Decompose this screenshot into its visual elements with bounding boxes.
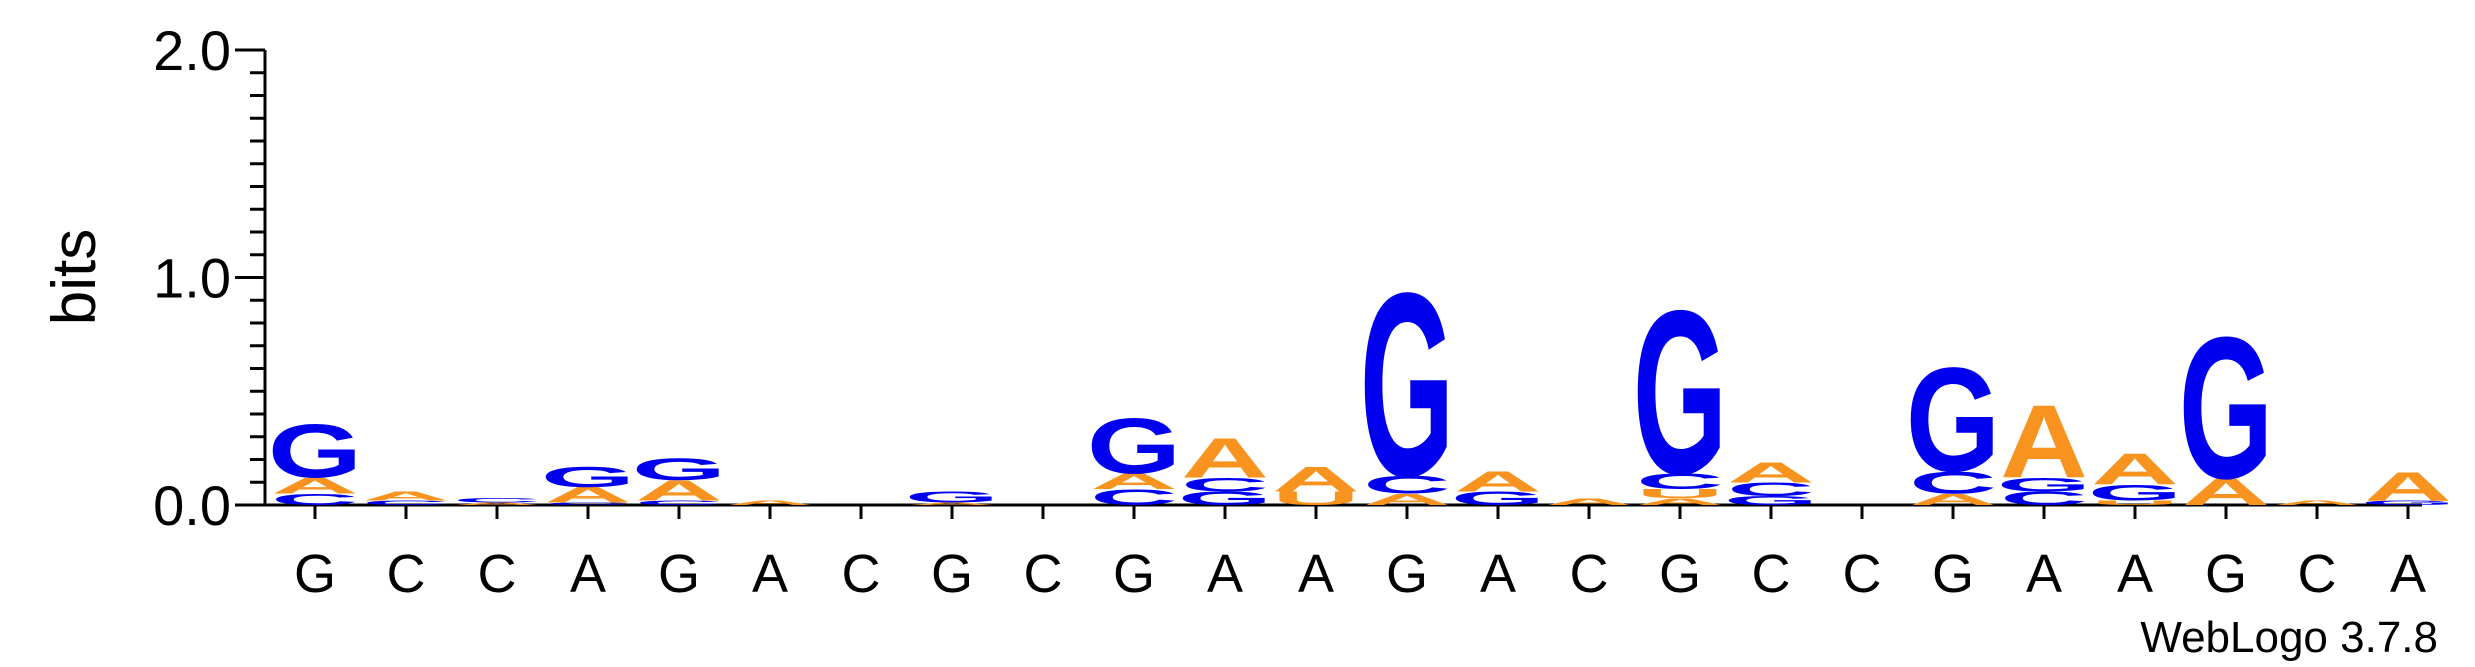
y-tick-label: 2.0	[153, 19, 231, 82]
axes	[265, 50, 2422, 505]
x-tick-label: A	[1480, 544, 1516, 604]
logo-letter-A: A	[1454, 466, 1542, 498]
logo-letter-G: G	[1360, 239, 1454, 532]
logo-letter-A: A	[2364, 464, 2452, 510]
x-tick-label: C	[1570, 544, 1609, 604]
logo-letter-A: A	[2273, 499, 2361, 506]
x-tick-label: G	[1932, 544, 1974, 604]
x-tick-label: C	[2298, 544, 2337, 604]
logo-letter-A: A	[1272, 460, 1360, 499]
x-tick-label: G	[931, 544, 973, 604]
logo-letter-A: A	[362, 489, 450, 503]
x-tick-label: G	[658, 544, 700, 604]
x-tick-label: A	[2026, 544, 2062, 604]
logo-letter-A: A	[726, 499, 814, 506]
x-tick-label: C	[478, 544, 517, 604]
x-tick-label: A	[1298, 544, 1334, 604]
x-tick-label: C	[1752, 544, 1791, 604]
x-tick-label: C	[1843, 544, 1882, 604]
x-tick-label: A	[2117, 544, 2153, 604]
logo-letter-G: G	[1906, 336, 2000, 502]
logo-letter-G: G	[632, 451, 726, 486]
logo-letter-G: G	[2179, 296, 2273, 522]
logo-letter-A: A	[1545, 497, 1633, 508]
logo-letter-G: G	[1087, 401, 1181, 490]
logo-letter-C: C	[453, 497, 541, 504]
x-tick-label: C	[842, 544, 881, 604]
logo-letter-G: G	[541, 461, 635, 493]
x-tick-label: A	[2390, 544, 2426, 604]
y-axis-label: bits	[40, 229, 109, 325]
x-tick-label: A	[570, 544, 606, 604]
x-tick-label: G	[2205, 544, 2247, 604]
x-tick-label: A	[1207, 544, 1243, 604]
logo-letter-G: G	[268, 410, 362, 495]
x-tick-label: G	[1113, 544, 1155, 604]
x-tick-label: G	[1659, 544, 1701, 604]
logo-letter-A: A	[1727, 456, 1815, 488]
logo-letter-G: G	[1633, 262, 1727, 523]
logo-letter-A: A	[1181, 427, 1269, 491]
y-tick-label: 0.0	[153, 474, 231, 537]
x-tick-label: C	[1024, 544, 1063, 604]
logo-letter-A: A	[2091, 445, 2179, 494]
x-tick-label: G	[294, 544, 336, 604]
y-tick-label: 1.0	[153, 247, 231, 310]
logo-letter-A: A	[2000, 384, 2088, 500]
logo-letter-G: G	[905, 489, 999, 507]
x-tick-label: C	[387, 544, 426, 604]
y-ticks: 0.0 1.0 2.0	[153, 19, 265, 537]
watermark: WebLogo 3.7.8	[2140, 613, 2438, 662]
x-tick-label: A	[752, 544, 788, 604]
x-tick-label: G	[1386, 544, 1428, 604]
